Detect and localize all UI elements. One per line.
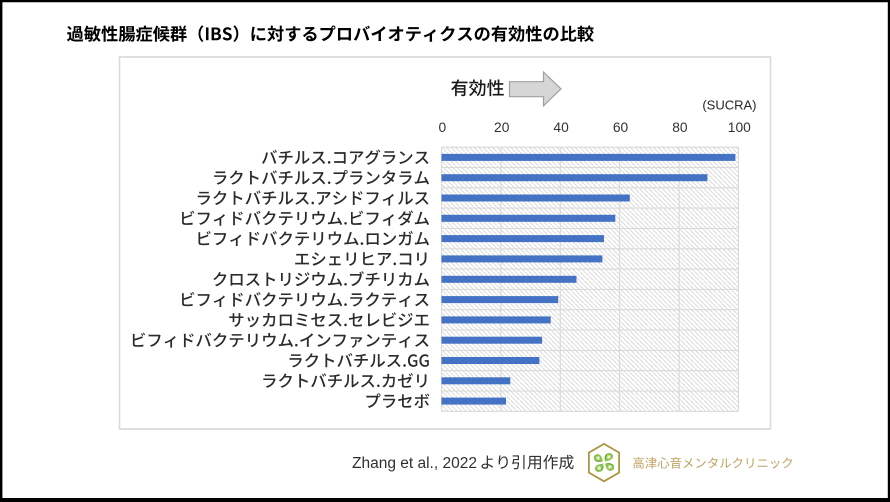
svg-text:80: 80 [672, 120, 688, 135]
svg-text:0: 0 [438, 120, 446, 135]
svg-text:(SUCRA): (SUCRA) [702, 98, 756, 113]
svg-text:60: 60 [613, 120, 629, 135]
svg-text:Zhang et al., 2022: Zhang et al., 2022 [352, 455, 477, 472]
svg-text:100: 100 [728, 120, 751, 135]
svg-text:20: 20 [494, 120, 510, 135]
svg-text:40: 40 [553, 120, 569, 135]
